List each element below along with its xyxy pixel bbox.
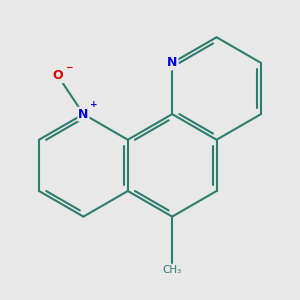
Text: O: O <box>52 69 63 82</box>
Text: CH₃: CH₃ <box>163 265 182 275</box>
Text: +: + <box>90 100 98 109</box>
Text: N: N <box>167 56 177 69</box>
Text: −: − <box>65 63 73 72</box>
Text: N: N <box>78 108 88 121</box>
